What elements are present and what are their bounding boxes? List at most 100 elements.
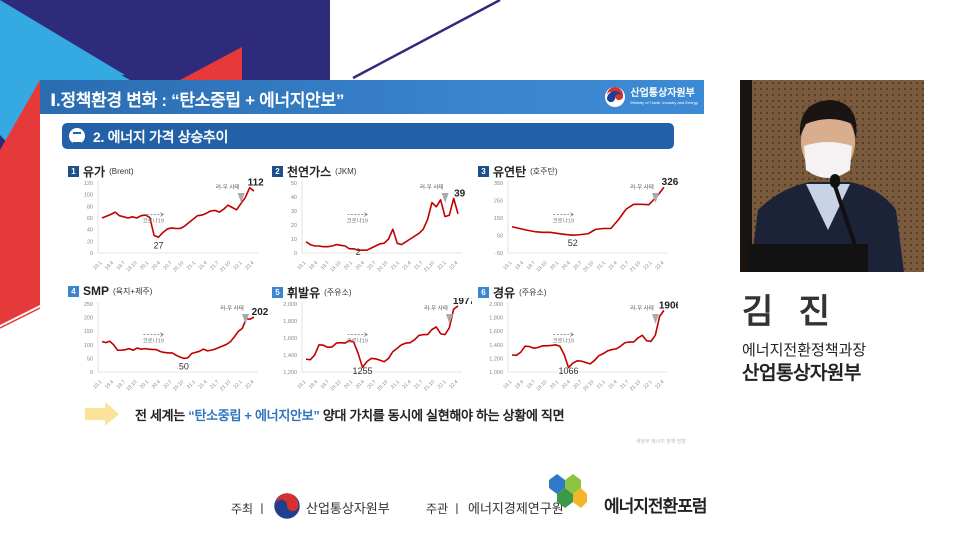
chart-name: 천연가스	[287, 165, 332, 179]
svg-text:10: 10	[291, 237, 297, 243]
conclusion-suffix: 양대 가치를 동시에 실현해야 하는 상황에 직면	[319, 407, 565, 423]
svg-text:40: 40	[87, 228, 93, 234]
svg-text:1906: 1906	[659, 300, 678, 311]
svg-text:20: 20	[87, 239, 93, 245]
svg-text:60: 60	[87, 216, 93, 222]
svg-text:120: 120	[84, 181, 93, 187]
speaker-title: 에너지전환정책과장	[742, 342, 867, 359]
svg-text:80: 80	[87, 204, 93, 210]
svg-text:20.7: 20.7	[162, 260, 173, 271]
chart-title: 1 유가 (Brent)	[68, 163, 134, 180]
svg-text:39: 39	[454, 188, 466, 199]
svg-text:1,800: 1,800	[283, 319, 297, 325]
svg-text:19.1: 19.1	[296, 260, 307, 271]
svg-text:20.1: 20.1	[139, 260, 150, 271]
chart-name: SMP	[83, 284, 110, 298]
line-chart: 0 50 100 150 200 250 19.1 19.4 19.719.10 20.1 20.4…	[84, 302, 268, 392]
chart-coal-australia: 3 유연탄 (호주탄) -50 50 150 250 350 19.1 19.4 19.7 19.10…	[478, 163, 683, 281]
svg-text:22.1: 22.1	[643, 379, 654, 390]
svg-text:20.10: 20.10	[582, 260, 595, 273]
svg-text:19.7: 19.7	[320, 379, 331, 390]
ministry-logo: 산업통상자원부 Ministry of Trade, Industry and …	[604, 84, 698, 110]
svg-text:코로나19: 코로나19	[143, 217, 164, 225]
svg-text:19.7: 19.7	[526, 260, 537, 271]
svg-text:22.4: 22.4	[244, 260, 255, 271]
svg-text:20.4: 20.4	[151, 260, 162, 271]
chart-subtitle: (주유소)	[324, 288, 352, 297]
svg-text:350: 350	[494, 181, 503, 187]
svg-text:0: 0	[90, 370, 93, 376]
svg-text:21.7: 21.7	[209, 260, 220, 271]
svg-text:1,200: 1,200	[283, 370, 297, 376]
svg-text:20.4: 20.4	[561, 379, 572, 390]
svg-text:21.1: 21.1	[390, 260, 401, 271]
svg-text:20.7: 20.7	[366, 260, 377, 271]
svg-text:112: 112	[248, 178, 265, 189]
svg-text:20.7: 20.7	[366, 379, 377, 390]
svg-text:1,600: 1,600	[283, 336, 297, 342]
speaker-organization: 산업통상자원부	[742, 363, 861, 384]
svg-text:22.1: 22.1	[233, 260, 244, 271]
svg-text:19.1: 19.1	[502, 260, 513, 271]
svg-text:50: 50	[87, 356, 93, 362]
chart-title: 2 천연가스 (JKM)	[272, 163, 357, 180]
line-chart: 0 10 20 30 40 50 19.1 19.4 19.719.10 20.1 20.4 20.7…	[291, 181, 466, 273]
svg-text:21.10: 21.10	[629, 260, 642, 273]
svg-text:21.7: 21.7	[413, 379, 424, 390]
svg-text:22.4: 22.4	[654, 260, 665, 271]
section-title: 2. 에너지 가격 상승추이	[93, 129, 229, 145]
chart-name: 유가	[83, 165, 106, 179]
ministry-name-en: Ministry of Trade, Industry and Energy	[630, 100, 698, 105]
svg-text:150: 150	[494, 216, 503, 222]
ministry-name-ko: 산업통상자원부	[630, 88, 695, 99]
chart-number-badge: 6	[478, 287, 489, 298]
svg-text:2: 2	[356, 247, 361, 257]
chart-title: 4 SMP (육지+제주)	[68, 284, 152, 298]
svg-text:52: 52	[568, 238, 578, 248]
speaker-name: 김 진	[742, 293, 839, 331]
svg-text:22.4: 22.4	[448, 379, 459, 390]
svg-text:19.10: 19.10	[125, 379, 138, 392]
svg-text:러-우 사태: 러-우 사태	[216, 183, 240, 191]
svg-text:250: 250	[494, 199, 503, 205]
svg-text:250: 250	[84, 302, 93, 308]
svg-text:20.10: 20.10	[376, 379, 389, 392]
svg-text:19.10: 19.10	[125, 260, 138, 273]
svg-text:21.1: 21.1	[596, 260, 607, 271]
svg-text:21.10: 21.10	[629, 379, 642, 392]
source-note: 새정부 에너지 정책 방향	[635, 439, 686, 445]
organizer-label: 주관 ㅣ	[426, 502, 463, 516]
svg-text:19.4: 19.4	[104, 379, 115, 390]
chart-name: 유연탄	[493, 165, 527, 179]
svg-text:20.1: 20.1	[343, 379, 354, 390]
chart-number-badge: 2	[272, 166, 283, 177]
svg-text:19.7: 19.7	[320, 260, 331, 271]
svg-text:21.1: 21.1	[186, 260, 197, 271]
svg-text:1,800: 1,800	[489, 316, 503, 322]
organizer-name: 에너지경제연구원	[468, 501, 564, 516]
svg-text:20.1: 20.1	[549, 379, 560, 390]
chart-name: 휘발유	[287, 286, 321, 300]
svg-text:코로나19: 코로나19	[347, 337, 368, 345]
svg-text:22.4: 22.4	[448, 260, 459, 271]
svg-text:20.7: 20.7	[572, 379, 583, 390]
svg-text:20.4: 20.4	[355, 379, 366, 390]
conclusion-statement: 전 세계는 “탄소중립 + 에너지안보” 양대 가치를 동시에 실현해야 하는 …	[85, 402, 565, 426]
host-label: 주최 ㅣ	[231, 502, 268, 516]
event-logo: 에너지전환포럼	[604, 497, 707, 517]
svg-text:21.4: 21.4	[608, 260, 619, 271]
chart-title: 3 유연탄 (호주탄)	[478, 163, 558, 180]
svg-text:코로나19: 코로나19	[143, 337, 164, 345]
conclusion-prefix: 전 세계는	[135, 407, 189, 423]
svg-text:21.7: 21.7	[619, 379, 630, 390]
svg-text:20.7: 20.7	[162, 379, 173, 390]
svg-text:21.1: 21.1	[596, 379, 607, 390]
svg-text:19.7: 19.7	[116, 260, 127, 271]
svg-text:21.1: 21.1	[186, 379, 197, 390]
chart-number-badge: 1	[68, 166, 79, 177]
svg-text:20.4: 20.4	[561, 260, 572, 271]
svg-text:1,000: 1,000	[489, 370, 503, 376]
list-icon	[69, 128, 85, 144]
